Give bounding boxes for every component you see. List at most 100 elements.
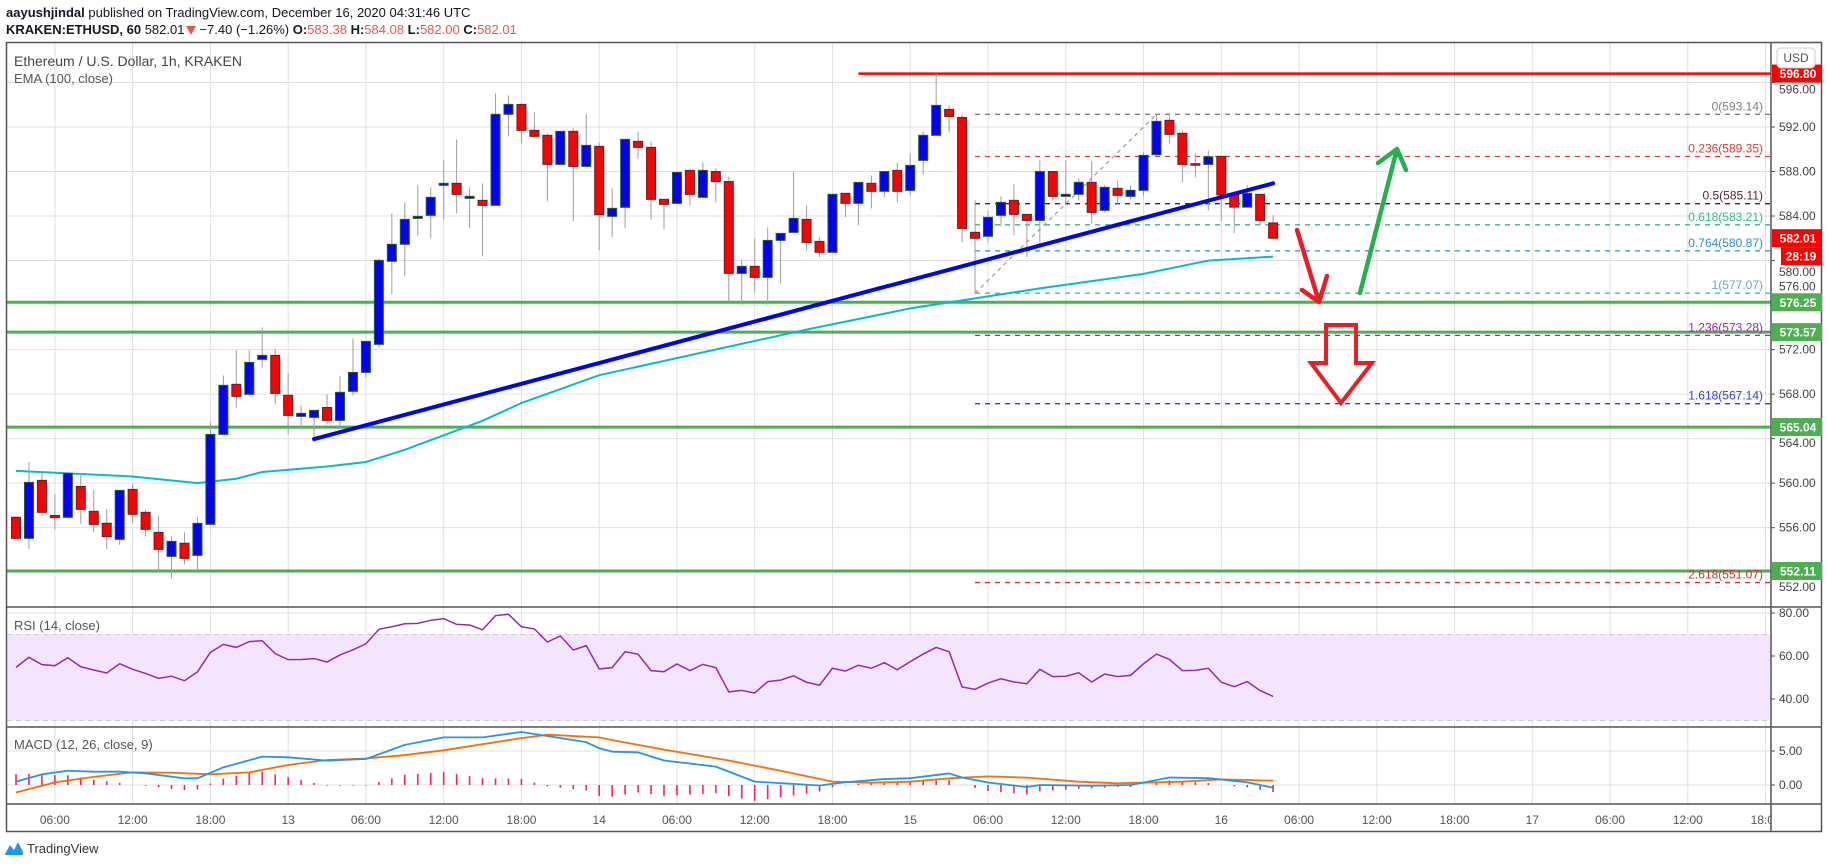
last-price-tag[interactable]: 582.01 [1772, 229, 1822, 248]
candle[interactable] [594, 142, 605, 251]
candle[interactable] [179, 532, 190, 565]
trendline[interactable] [312, 181, 1276, 442]
candle[interactable] [542, 133, 553, 202]
candle[interactable] [762, 227, 773, 305]
candle[interactable] [127, 484, 138, 523]
candle[interactable] [1008, 184, 1019, 236]
candle[interactable] [684, 169, 695, 206]
candle[interactable] [477, 183, 488, 257]
candle[interactable] [270, 348, 281, 405]
candle[interactable] [607, 188, 618, 238]
candle[interactable] [710, 168, 721, 203]
candle[interactable] [283, 373, 294, 435]
candle[interactable] [335, 376, 345, 429]
candle[interactable] [438, 160, 449, 220]
arrow-down-annotation[interactable] [1294, 227, 1330, 305]
candle[interactable] [425, 187, 436, 239]
candle[interactable] [1268, 215, 1279, 239]
candle[interactable] [620, 138, 631, 228]
candle[interactable] [153, 515, 164, 573]
candle[interactable] [1190, 153, 1201, 178]
candle[interactable] [1164, 115, 1175, 144]
candle[interactable] [399, 202, 410, 277]
candle[interactable] [192, 517, 203, 574]
time-axis[interactable]: 06:00 12:00 18:00 13 06:00 12:00 18:00 14 06:00 1… [40, 813, 1781, 827]
rsi-line[interactable] [15, 613, 1274, 698]
support-price-tag[interactable]: 552.11 [1772, 561, 1822, 580]
candle[interactable] [827, 193, 838, 253]
candle[interactable] [347, 338, 358, 396]
candle[interactable] [749, 238, 760, 293]
candle[interactable] [1216, 155, 1227, 222]
candle[interactable] [1151, 114, 1162, 157]
rsi-legend[interactable]: RSI (14, close) [14, 618, 100, 633]
candle[interactable] [1073, 178, 1084, 201]
candle[interactable] [166, 536, 177, 579]
candle[interactable] [101, 508, 112, 549]
candle[interactable] [296, 405, 307, 430]
candle[interactable] [970, 200, 981, 294]
candle[interactable] [464, 187, 475, 229]
candle[interactable] [801, 205, 812, 251]
candle[interactable] [75, 473, 86, 524]
rsi-pane[interactable] [15, 613, 1274, 698]
candle[interactable] [1086, 161, 1097, 224]
candle[interactable] [360, 340, 371, 378]
candle[interactable] [373, 258, 384, 348]
candle[interactable] [1099, 185, 1110, 213]
candle[interactable] [1138, 152, 1149, 197]
candle[interactable] [140, 509, 151, 537]
candle[interactable] [23, 462, 34, 549]
macd-legend[interactable]: MACD (12, 26, close, 9) [14, 737, 153, 752]
candle[interactable] [775, 232, 786, 284]
candle[interactable] [995, 196, 1006, 227]
candle[interactable] [814, 237, 825, 258]
candle[interactable] [257, 327, 268, 368]
candle[interactable] [36, 473, 47, 516]
candle[interactable] [866, 175, 877, 209]
candle[interactable] [646, 141, 657, 220]
candle[interactable] [231, 350, 242, 408]
candle[interactable] [1255, 193, 1266, 226]
candle[interactable] [918, 131, 929, 175]
candle[interactable] [568, 128, 579, 222]
arrow-up-annotation[interactable] [1357, 146, 1409, 296]
block-arrow-down-icon[interactable] [1307, 323, 1377, 407]
candle[interactable] [1177, 130, 1188, 183]
candle[interactable] [1034, 160, 1045, 248]
candle[interactable] [905, 153, 916, 196]
candle[interactable] [49, 494, 60, 530]
support-price-tag[interactable]: 573.57 [1772, 323, 1822, 342]
candle[interactable] [1047, 171, 1058, 201]
candle[interactable] [114, 489, 125, 545]
footer-brand[interactable]: TradingView [4, 840, 99, 856]
macd-signal-line[interactable] [15, 733, 1274, 794]
candle[interactable] [957, 114, 968, 243]
macd-pane[interactable] [15, 731, 1274, 801]
candle[interactable] [88, 489, 99, 533]
candle[interactable] [555, 130, 566, 165]
candle[interactable] [983, 210, 993, 243]
candle[interactable] [205, 422, 216, 525]
candle[interactable] [62, 471, 73, 518]
candle[interactable] [322, 394, 333, 425]
candle[interactable] [853, 181, 864, 226]
candle[interactable] [788, 171, 799, 233]
candle[interactable] [1125, 185, 1136, 200]
macd-line[interactable] [15, 731, 1274, 789]
ema-legend[interactable]: EMA (100, close) [14, 71, 113, 86]
candle[interactable] [633, 131, 644, 159]
candle[interactable] [581, 114, 592, 167]
support-price-tag[interactable]: 576.25 [1772, 293, 1822, 312]
candle[interactable] [218, 375, 229, 435]
ema-line[interactable] [15, 255, 1274, 485]
candle[interactable] [386, 213, 397, 295]
candle[interactable] [11, 515, 21, 540]
candle[interactable] [1112, 181, 1123, 205]
candle[interactable] [697, 162, 708, 198]
candle[interactable] [944, 105, 955, 133]
candle[interactable] [503, 95, 514, 137]
candle[interactable] [412, 185, 423, 236]
candle[interactable] [451, 139, 462, 214]
